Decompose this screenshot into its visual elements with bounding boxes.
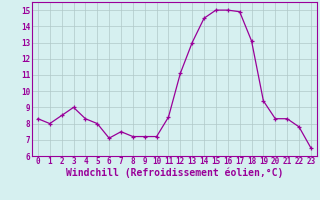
X-axis label: Windchill (Refroidissement éolien,°C): Windchill (Refroidissement éolien,°C) — [66, 168, 283, 178]
